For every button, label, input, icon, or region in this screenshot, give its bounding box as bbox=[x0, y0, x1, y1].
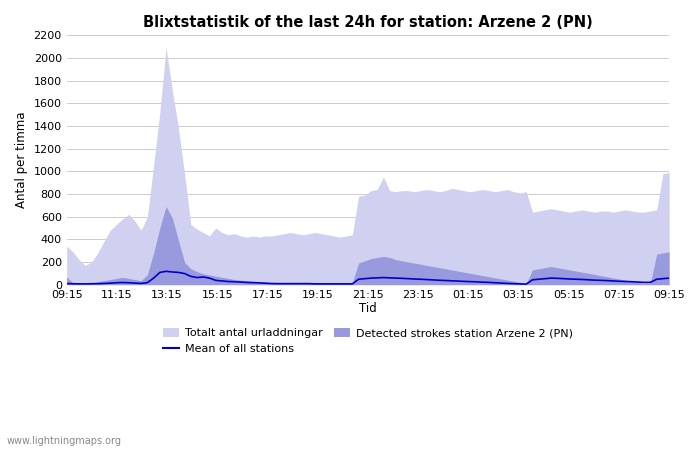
Y-axis label: Antal per timma: Antal per timma bbox=[15, 112, 28, 208]
Title: Blixtstatistik of the last 24h for station: Arzene 2 (PN): Blixtstatistik of the last 24h for stati… bbox=[143, 15, 593, 30]
X-axis label: Tid: Tid bbox=[359, 302, 377, 315]
Text: www.lightningmaps.org: www.lightningmaps.org bbox=[7, 436, 122, 446]
Legend: Totalt antal urladdningar, Mean of all stations, Detected strokes station Arzene: Totalt antal urladdningar, Mean of all s… bbox=[158, 324, 578, 359]
